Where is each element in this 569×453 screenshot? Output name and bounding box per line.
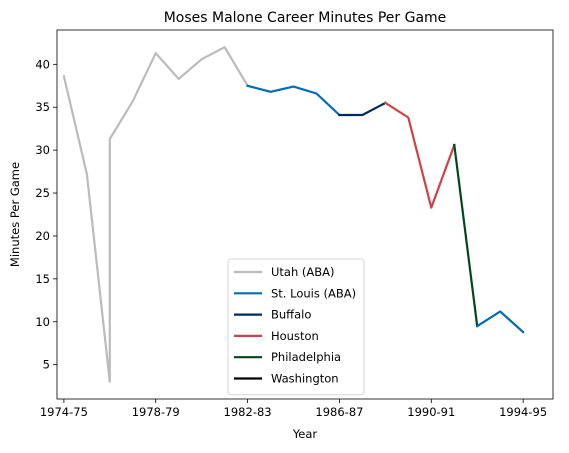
x-tick-label: 1994-95 (499, 405, 547, 419)
y-tick-label: 40 (35, 57, 50, 71)
y-tick-label: 15 (35, 272, 50, 286)
series-line-6 (475, 310, 525, 334)
legend-label: Houston (271, 329, 319, 343)
y-axis-title: Minutes Per Game (8, 162, 22, 267)
series-line-0 (62, 46, 250, 383)
legend: Utah (ABA) St. Louis (ABA) Buffalo Houston P… (227, 258, 365, 396)
x-tick-label: 1990-91 (407, 405, 455, 419)
y-tick-label: 30 (35, 143, 50, 157)
x-tick-label: 1978-79 (132, 405, 180, 419)
y-tick-label: 25 (35, 186, 50, 200)
legend-label: Buffalo (271, 308, 311, 322)
y-axis-ticks: 5 10 15 20 25 30 35 40 (35, 57, 57, 372)
series-line-4 (453, 143, 479, 328)
series-line-2 (338, 101, 387, 117)
x-tick-label: 1982-83 (224, 405, 272, 419)
legend-label: Washington (271, 372, 339, 386)
x-axis-ticks: 1974-75 1978-79 1982-83 1986-87 1990-91 1994-… (40, 399, 547, 419)
x-tick-label: 1986-87 (315, 405, 363, 419)
x-axis-title: Year (292, 427, 318, 441)
plot-lines (62, 46, 525, 383)
plot-frame (56, 29, 554, 400)
y-tick-label: 5 (43, 358, 50, 372)
legend-label: Utah (ABA) (271, 265, 335, 279)
legend-label: Philadelphia (271, 350, 341, 364)
y-tick-label: 35 (35, 100, 50, 114)
series-line-3 (383, 101, 456, 209)
legend-label: St. Louis (ABA) (271, 286, 356, 300)
series-line-1 (246, 84, 341, 117)
y-tick-label: 20 (35, 229, 50, 243)
y-tick-label: 10 (35, 315, 50, 329)
x-tick-label: 1974-75 (40, 405, 88, 419)
chart-title: Moses Malone Career Minutes Per Game (164, 10, 447, 26)
